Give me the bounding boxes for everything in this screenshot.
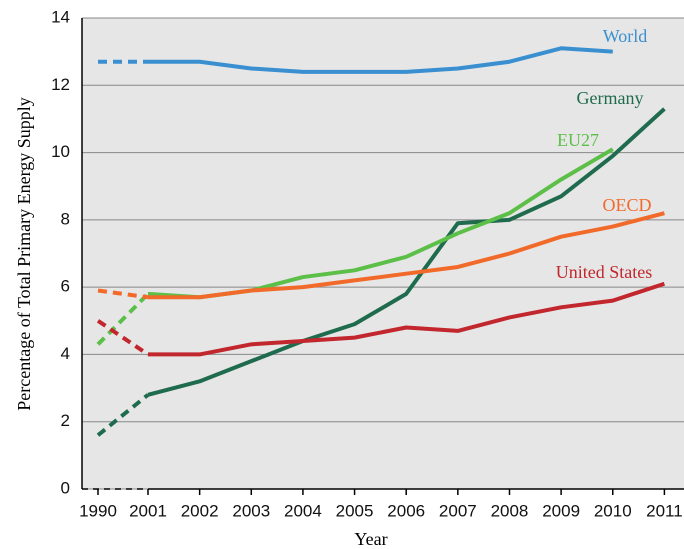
y-tick-label: 2 bbox=[61, 411, 70, 430]
x-tick-label: 2011 bbox=[646, 501, 683, 520]
x-tick-label: 2007 bbox=[439, 501, 477, 520]
line bbox=[148, 281, 666, 357]
y-tick-label: 8 bbox=[61, 209, 70, 228]
y-tick-label: 4 bbox=[61, 344, 70, 363]
series-label: Germany bbox=[577, 88, 644, 108]
y-axis-title: Percentage of Total Primary Energy Suppl… bbox=[14, 97, 34, 411]
series-label: World bbox=[603, 26, 648, 46]
x-tick-label: 2010 bbox=[594, 501, 632, 520]
x-tick-label: 2003 bbox=[232, 501, 270, 520]
x-tick-label: 2004 bbox=[284, 501, 322, 520]
x-tick-label: 2002 bbox=[181, 501, 219, 520]
plot-area bbox=[82, 18, 684, 489]
x-axis-title: Year bbox=[354, 529, 387, 549]
x-tick-label: 2008 bbox=[491, 501, 529, 520]
series-label: OECD bbox=[603, 195, 652, 215]
line bbox=[148, 211, 665, 300]
y-tick-label: 14 bbox=[51, 7, 70, 26]
x-tick-label: 2005 bbox=[336, 501, 374, 520]
y-tick-label: 12 bbox=[51, 75, 70, 94]
line-dashed bbox=[96, 292, 150, 346]
line-dashed bbox=[97, 288, 149, 300]
line bbox=[148, 46, 613, 74]
series-label: EU27 bbox=[557, 130, 599, 150]
y-tick-label: 0 bbox=[61, 478, 70, 497]
x-tick-label: 2006 bbox=[387, 501, 425, 520]
y-tick-label: 10 bbox=[51, 142, 70, 161]
x-tick-label: 1990 bbox=[79, 501, 117, 520]
y-tick-label: 6 bbox=[61, 277, 70, 296]
x-tick-label: 2001 bbox=[129, 501, 167, 520]
line bbox=[147, 107, 666, 397]
line-dashed bbox=[96, 393, 150, 437]
x-tick-label: 2009 bbox=[542, 501, 580, 520]
line-dashed bbox=[96, 319, 150, 357]
series-label: United States bbox=[556, 262, 653, 282]
